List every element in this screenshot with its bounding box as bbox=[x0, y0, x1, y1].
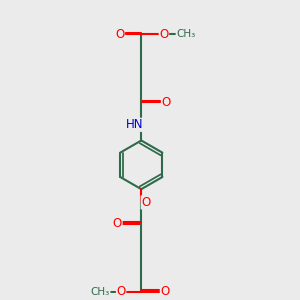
Text: O: O bbox=[113, 218, 122, 230]
Text: CH₃: CH₃ bbox=[91, 287, 110, 297]
Text: O: O bbox=[159, 28, 169, 41]
Text: O: O bbox=[115, 28, 124, 41]
Text: O: O bbox=[141, 196, 151, 209]
Text: O: O bbox=[161, 285, 170, 298]
Text: CH₃: CH₃ bbox=[176, 29, 195, 39]
Text: O: O bbox=[162, 96, 171, 109]
Text: HN: HN bbox=[126, 118, 144, 131]
Text: O: O bbox=[116, 285, 126, 298]
